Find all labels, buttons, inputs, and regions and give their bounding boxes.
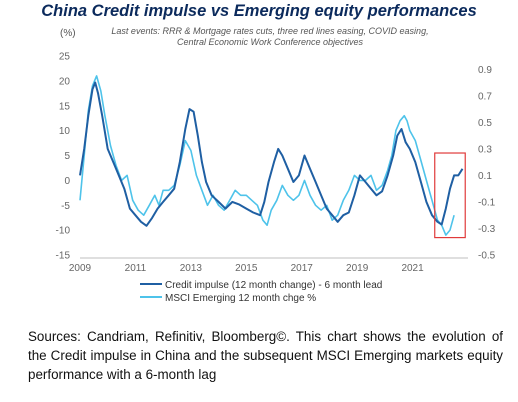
legend-label-credit: Credit impulse (12 month change) - 6 mon… [165,280,382,291]
y-right-tick-2: -0.1 [478,197,496,208]
x-tick-2009: 2009 [69,263,92,274]
y-left-tick-2: -5 [61,201,70,212]
series-line-credit [79,81,464,227]
y-right-tick-7: 0.9 [478,65,492,76]
highlight-box [434,152,466,239]
chart-svg: -15 -10 -5 0 5 10 15 20 25 -0.5 -0.3 -0.1 0.1 0.3 0.5… [56,52,496,305]
y-left-tick-8: 25 [59,52,71,63]
series-layer [79,75,464,236]
y-axis-unit-label: (%) [60,28,76,39]
y-right-tick-1: -0.3 [478,224,496,235]
y-left-tick-5: 10 [59,126,71,137]
y-right-tick-3: 0.1 [478,171,492,182]
chart-subtitle: Last events: RRR & Mortgage rates cuts, … [111,26,429,47]
y-right-tick-0: -0.5 [478,251,496,262]
y-left-tick-3: 0 [64,176,70,187]
y-right-tick-labels: -0.5 -0.3 -0.1 0.1 0.3 0.5 0.7 0.9 [478,65,496,262]
y-right-tick-5: 0.5 [478,118,492,129]
source-note: Sources: Candriam, Refinitiv, Bloomberg©… [28,329,503,382]
x-tick-2019: 2019 [346,263,369,274]
legend-label-msci: MSCI Emerging 12 month chge % [165,293,316,304]
series-line-msci [79,75,455,236]
x-tick-2021: 2021 [401,263,424,274]
y-left-tick-7: 20 [59,76,71,87]
x-tick-2017: 2017 [291,263,314,274]
y-left-tick-4: 5 [64,151,70,162]
x-tick-2011: 2011 [125,263,147,274]
legend: Credit impulse (12 month change) - 6 mon… [140,280,382,304]
x-tick-2015: 2015 [235,263,258,274]
y-left-tick-6: 15 [59,101,71,112]
y-right-tick-4: 0.3 [478,144,492,155]
chart-title: China Credit impulse vs Emerging equity … [41,2,477,20]
y-left-tick-0: -15 [56,251,71,262]
x-tick-labels: 2009 2011 2013 2015 2017 2019 2021 [69,263,424,274]
y-left-tick-labels: -15 -10 -5 0 5 10 15 20 25 [56,52,71,262]
y-right-tick-6: 0.7 [478,91,492,102]
y-left-tick-1: -10 [56,226,71,237]
x-tick-2013: 2013 [180,263,203,274]
